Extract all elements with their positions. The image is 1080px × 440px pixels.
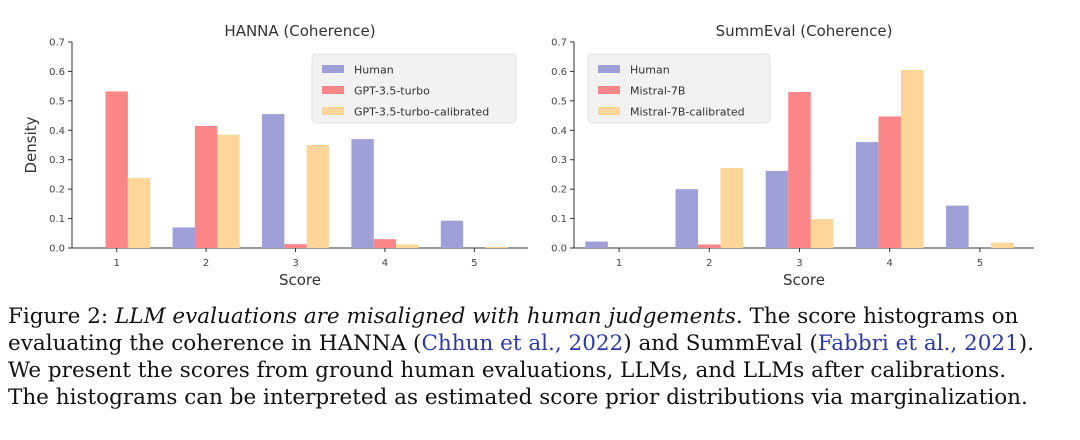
bar-0-4 [440,220,464,248]
x-tick-label: 5 [471,258,477,269]
bar-0-2 [765,170,789,248]
y-tick-label: 0.1 [49,214,65,225]
bar-2-4 [485,246,508,248]
x-tick-label: 2 [203,258,209,269]
y-tick-label: 0.7 [551,38,567,49]
charts-figure: 0.0 0.1 0.2 0.3 0.4 0.5 0.6 0.7 1 2 3 4 5 HANNA (Cohe… [22,22,1034,289]
legend-swatch-2 [598,107,620,115]
y-tick-label: 0.0 [49,244,65,255]
x-tick-label: 3 [796,258,802,269]
bar-0-3 [855,142,879,248]
bar-0-3 [351,139,374,248]
x-axis-label: Score [279,271,321,289]
legend-swatch-1 [598,86,620,94]
y-tick-label: 0.2 [551,185,567,196]
bar-1-2 [284,244,307,248]
caption-line2-b: ) and SummEval ( [623,331,818,356]
x-tick-label: 1 [114,258,120,269]
bar-0-1 [172,227,195,248]
y-tick-label: 0.0 [551,244,567,255]
legend-label-1: GPT-3.5-turbo [354,85,430,98]
bar-2-2 [306,145,330,248]
legend-swatch-2 [322,107,344,115]
bar-2-1 [720,167,744,248]
legend: Human Mistral-7B Mistral-7B-calibrated [587,53,771,124]
y-tick-label: 0.5 [551,96,567,107]
bar-2-3 [900,69,924,248]
y-axis-label: Density [22,116,40,173]
x-tick-label: 2 [706,258,712,269]
bar-0-2 [262,114,285,248]
legend-swatch-0 [322,65,344,73]
y-tick-label: 0.4 [551,126,567,137]
x-tick-label: 5 [977,258,983,269]
legend-label-0: Human [630,64,670,77]
figure-caption: Figure 2: LLM evaluations are misaligned… [8,303,1074,411]
caption-line-4: The histograms can be interpreted as est… [8,385,1028,410]
bar-1-2 [788,92,811,249]
bar-0-0 [585,241,608,248]
caption-line1-rest: . The score histograms on [735,304,1019,329]
legend-label-0: Human [354,64,394,77]
caption-line2-a: evaluating the coherence in HANNA ( [8,331,422,356]
caption-line2-c: ). [1018,331,1034,356]
x-axis-label: Score [783,271,825,289]
bar-2-2 [810,219,834,248]
bar-1-3 [878,116,901,248]
x-tick-label: 4 [382,258,388,269]
chart-title: HANNA (Coherence) [224,22,375,40]
bar-2-0 [127,177,151,248]
citation-fabbri[interactable]: Fabbri et al., 2021 [817,331,1019,356]
legend-box [311,53,517,124]
summeval-coherence-chart: 0.0 0.1 0.2 0.3 0.4 0.5 0.6 0.7 1 2 3 4 5 SummEval (C… [551,22,1034,289]
hanna-coherence-chart: 0.0 0.1 0.2 0.3 0.4 0.5 0.6 0.7 1 2 3 4 5 HANNA (Cohe… [22,22,528,289]
legend-swatch-0 [598,65,620,73]
y-tick-label: 0.5 [49,96,65,107]
caption-line-2: evaluating the coherence in HANNA (Chhun… [8,330,1074,357]
bar-1-0 [105,91,128,248]
bar-2-4 [991,242,1014,248]
bar-1-3 [373,239,397,248]
bar-0-4 [946,205,969,248]
legend-label-1: Mistral-7B [630,85,685,98]
bar-0-1 [675,189,699,248]
y-tick-label: 0.6 [551,67,567,78]
caption-line-1: Figure 2: LLM evaluations are misaligned… [8,303,1074,330]
x-tick-label: 1 [616,258,622,269]
bar-1-1 [194,125,218,248]
legend-label-2: GPT-3.5-turbo-calibrated [354,106,489,119]
legend-box [587,53,771,124]
y-tick-label: 0.3 [551,155,567,166]
x-tick-label: 4 [886,258,892,269]
bar-1-1 [698,244,721,248]
legend: Human GPT-3.5-turbo GPT-3.5-turbo-calibrat… [311,53,517,124]
y-tick-label: 0.1 [551,214,567,225]
y-tick-label: 0.6 [49,67,65,78]
chart-title: SummEval (Coherence) [716,22,893,40]
y-tick-label: 0.3 [49,155,65,166]
legend-label-2: Mistral-7B-calibrated [630,106,745,119]
citation-chhun[interactable]: Chhun et al., 2022 [421,331,624,356]
bar-2-3 [396,244,419,248]
y-tick-label: 0.4 [49,126,65,137]
y-tick-label: 0.2 [49,185,65,196]
bar-2-1 [217,134,240,248]
x-tick-label: 3 [292,258,298,269]
caption-italic-title: LLM evaluations are misaligned with huma… [115,304,736,329]
caption-line-3: We present the scores from ground human … [8,358,1007,383]
legend-swatch-1 [322,86,344,94]
y-tick-label: 0.7 [49,38,65,49]
figure-label: Figure 2: [8,304,109,329]
